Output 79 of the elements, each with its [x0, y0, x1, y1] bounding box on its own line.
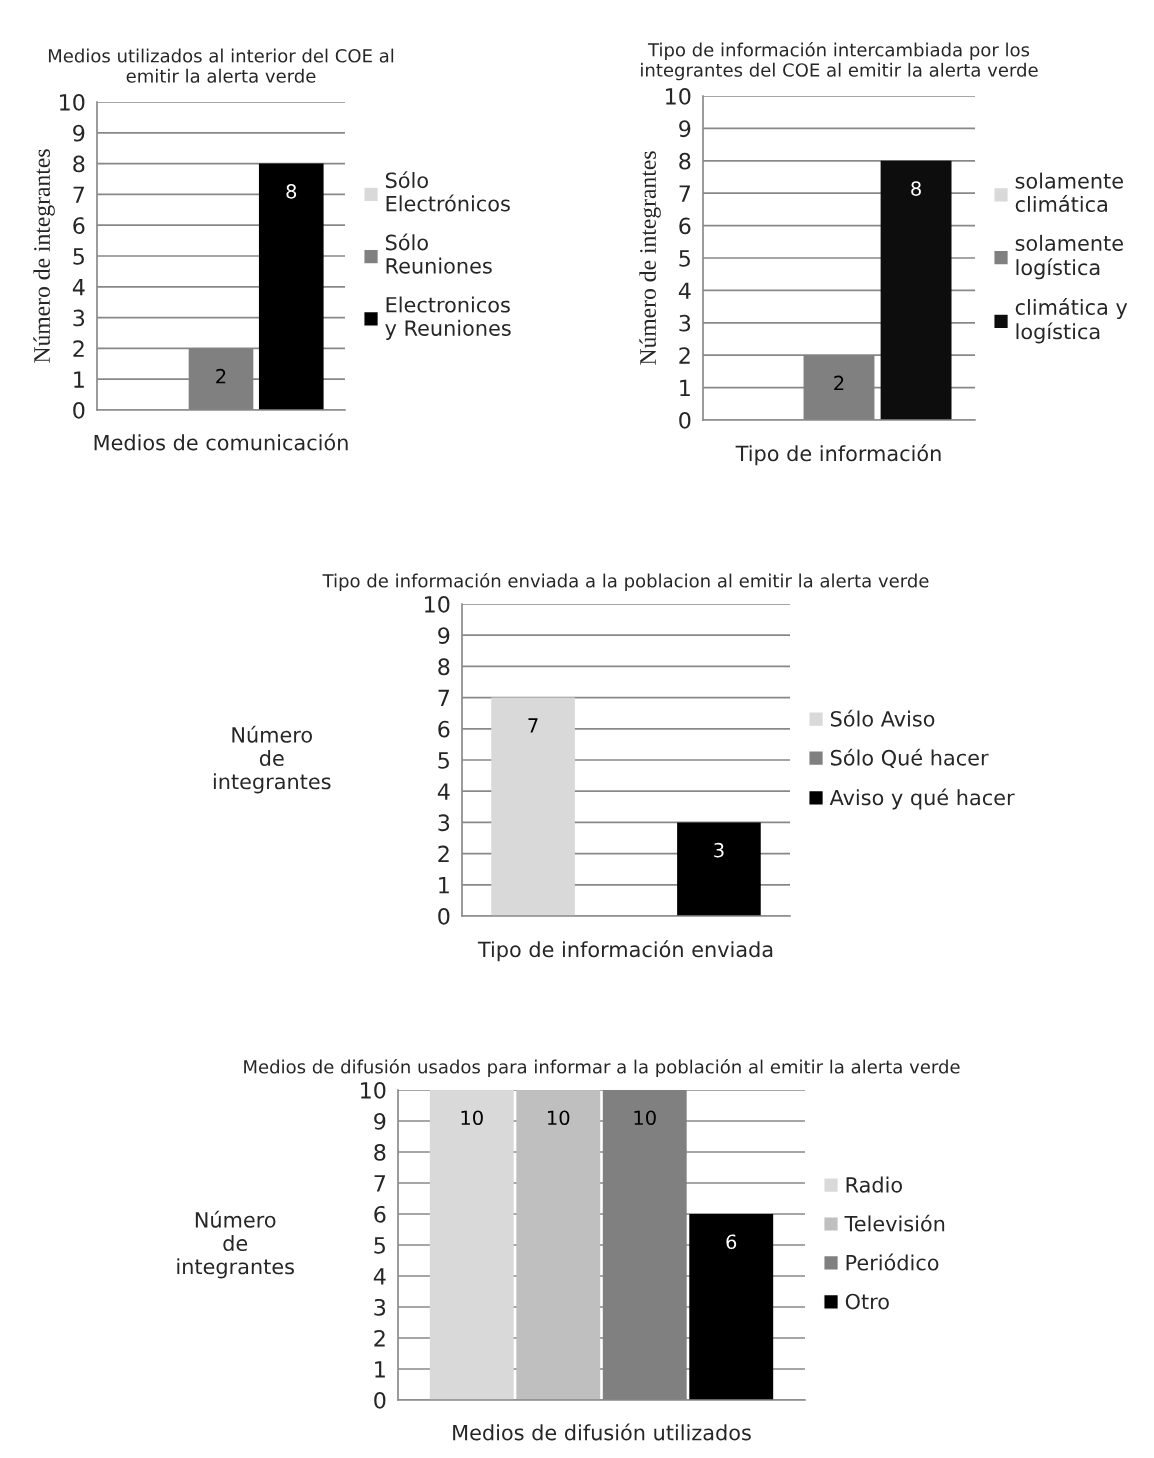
- y-tick-label: 0: [679, 411, 691, 429]
- y-tick-label: 4: [678, 282, 691, 299]
- y-tick-label: 10: [666, 87, 691, 105]
- y-tick-label: 0: [73, 401, 85, 419]
- x-axis-title: Medios de difusión utilizados: [453, 1423, 751, 1441]
- legend-label: Televisión: [844, 1214, 945, 1232]
- y-tick-label: 9: [438, 627, 450, 644]
- legend-label: Electronicos y Reuniones: [385, 296, 511, 340]
- data-label: 7: [528, 718, 538, 733]
- y-tick-label: 10: [361, 1081, 386, 1099]
- y-tick-label: 4: [72, 279, 85, 296]
- y-tick-label: 1: [439, 877, 449, 894]
- y-tick-label: 4: [373, 1268, 386, 1285]
- y-tick-label: 9: [73, 124, 85, 142]
- y-tick-label: 9: [374, 1112, 386, 1130]
- y-tick-label: 2: [374, 1329, 385, 1347]
- legend-label: Sólo Reuniones: [385, 233, 492, 274]
- y-tick-label: 8: [73, 155, 85, 173]
- y-tick-label: 2: [438, 845, 449, 863]
- y-axis-title: Número de integrantes: [177, 1210, 294, 1279]
- legend-label: Sólo Electrónicos: [385, 171, 510, 212]
- chart-title: Tipo de información intercambiada por los integrantes del COE al emitir la alerta verde: [641, 41, 1038, 81]
- chart-title: Medios de difusión usados para informar a la población al emitir la alerta verde: [244, 1058, 960, 1078]
- y-tick-label: 5: [679, 250, 690, 267]
- y-tick-label: 9: [679, 120, 691, 138]
- data-label: 6: [726, 1234, 737, 1250]
- y-tick-label: 1: [375, 1361, 385, 1378]
- y-tick-label: 3: [374, 1298, 386, 1316]
- data-label: 2: [834, 375, 844, 391]
- y-tick-label: 5: [374, 1237, 385, 1254]
- y-tick-label: 5: [438, 752, 449, 769]
- legend-label: Sólo Aviso: [830, 709, 935, 727]
- y-tick-label: 10: [425, 595, 450, 613]
- y-axis-title: Número de integrantes: [639, 151, 661, 365]
- y-tick-label: 7: [438, 689, 449, 707]
- y-tick-label: 2: [73, 340, 84, 357]
- chart-title: Medios utilizados al interior del COE al emitir la alerta verde: [48, 48, 394, 83]
- legend-label: climática y logística: [1015, 298, 1128, 344]
- y-tick-label: 7: [679, 185, 690, 202]
- y-tick-label: 8: [679, 152, 691, 170]
- y-tick-label: 0: [438, 907, 450, 925]
- data-label: 2: [216, 368, 226, 384]
- legend-label: Periódico: [846, 1253, 939, 1271]
- legend-label: Aviso y qué hacer: [829, 788, 1015, 810]
- y-tick-label: 7: [73, 186, 84, 203]
- y-tick-label: 2: [679, 347, 690, 364]
- y-axis-title: Número de integrantes: [213, 725, 331, 794]
- y-tick-label: 3: [679, 314, 691, 332]
- x-axis-title: Tipo de información enviada: [477, 940, 773, 962]
- chart-title: Tipo de información enviada a la poblacion al emitir la alerta verde: [322, 572, 929, 592]
- data-label: 8: [286, 184, 297, 199]
- y-axis-title: Número de integrantes: [33, 149, 55, 363]
- y-tick-label: 6: [438, 720, 450, 738]
- data-label: 3: [714, 842, 724, 858]
- y-tick-label: 6: [374, 1205, 386, 1223]
- y-tick-label: 6: [73, 217, 85, 234]
- y-tick-label: 7: [374, 1175, 385, 1192]
- x-axis-title: Tipo de información: [735, 444, 941, 466]
- legend-label: Sólo Qué hacer: [830, 748, 989, 769]
- legend-label: Otro: [845, 1293, 889, 1310]
- y-tick-label: 1: [680, 379, 690, 397]
- y-tick-label: 3: [73, 309, 85, 327]
- data-label: 10: [461, 1110, 483, 1126]
- y-tick-label: 6: [679, 217, 691, 235]
- y-tick-label: 0: [374, 1391, 386, 1409]
- y-tick-label: 8: [374, 1143, 386, 1161]
- y-tick-label: 3: [438, 814, 450, 832]
- legend-label: solamente logística: [1015, 234, 1123, 280]
- legend-label: solamente climática: [1015, 172, 1123, 213]
- y-tick-label: 10: [60, 93, 85, 111]
- legend-label: Radio: [846, 1176, 902, 1193]
- data-label: 10: [548, 1110, 570, 1126]
- data-label: 8: [911, 181, 921, 196]
- data-label: 10: [634, 1110, 656, 1126]
- x-axis-title: Medios de comunicación: [94, 433, 348, 451]
- y-tick-label: 1: [74, 371, 84, 388]
- y-tick-label: 4: [437, 783, 450, 800]
- y-tick-label: 5: [73, 248, 84, 265]
- y-tick-label: 8: [438, 658, 450, 676]
